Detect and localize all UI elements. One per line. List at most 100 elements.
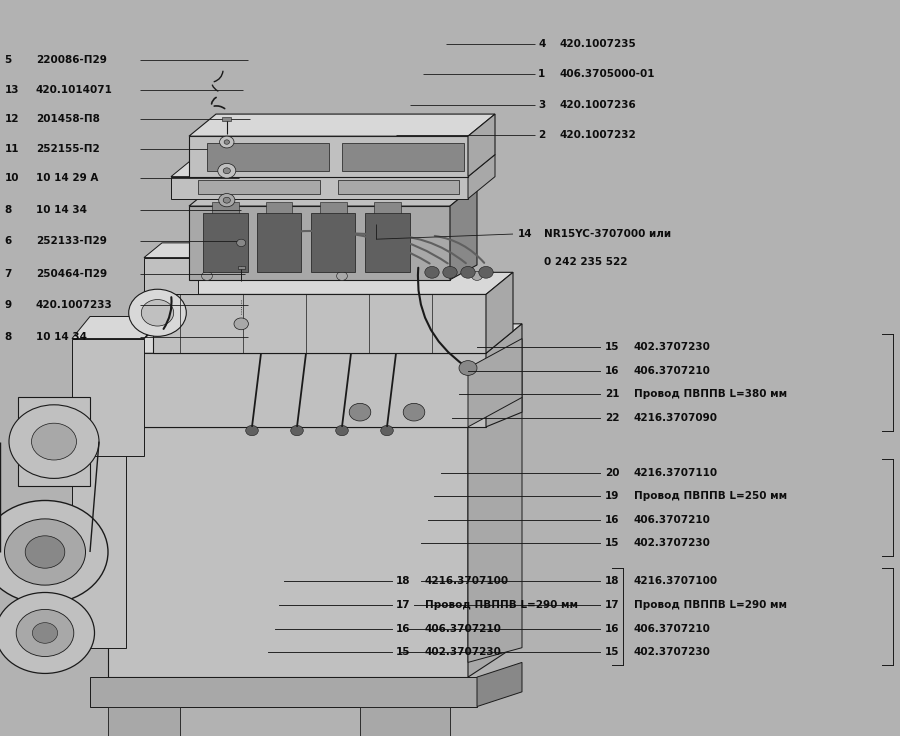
- Text: 22: 22: [605, 413, 619, 423]
- Polygon shape: [486, 324, 522, 427]
- Text: 16: 16: [605, 514, 619, 525]
- Text: 4216.3707110: 4216.3707110: [634, 467, 717, 478]
- Text: 6: 6: [4, 236, 12, 247]
- Polygon shape: [144, 243, 216, 258]
- Circle shape: [425, 266, 439, 278]
- Text: 15: 15: [605, 342, 619, 353]
- Circle shape: [234, 318, 248, 330]
- Text: 250464-П29: 250464-П29: [36, 269, 107, 279]
- Text: 402.3707230: 402.3707230: [634, 647, 710, 657]
- Polygon shape: [468, 339, 522, 427]
- Polygon shape: [153, 294, 486, 353]
- FancyBboxPatch shape: [266, 202, 292, 213]
- Circle shape: [224, 140, 230, 144]
- Polygon shape: [338, 180, 459, 194]
- Circle shape: [0, 500, 108, 604]
- FancyBboxPatch shape: [222, 117, 231, 121]
- Circle shape: [129, 289, 186, 336]
- Text: 9: 9: [4, 300, 12, 311]
- Circle shape: [381, 425, 393, 436]
- Text: 406.3707210: 406.3707210: [634, 366, 710, 376]
- Text: 10: 10: [4, 173, 19, 183]
- Polygon shape: [468, 114, 495, 177]
- Circle shape: [4, 519, 86, 585]
- Text: Провод ПВППВ L=380 мм: Провод ПВППВ L=380 мм: [634, 389, 787, 400]
- Polygon shape: [364, 213, 410, 272]
- Polygon shape: [72, 427, 126, 648]
- Text: 20: 20: [605, 467, 619, 478]
- Text: 16: 16: [396, 623, 410, 634]
- Circle shape: [223, 168, 230, 174]
- Text: 1: 1: [538, 68, 545, 79]
- Text: 420.1007235: 420.1007235: [560, 39, 636, 49]
- Circle shape: [223, 197, 230, 203]
- Circle shape: [141, 300, 174, 326]
- Circle shape: [32, 423, 76, 460]
- FancyBboxPatch shape: [320, 202, 346, 213]
- Polygon shape: [477, 662, 522, 707]
- Polygon shape: [108, 383, 513, 427]
- Polygon shape: [126, 353, 486, 427]
- Text: 402.3707230: 402.3707230: [425, 647, 501, 657]
- Circle shape: [472, 272, 482, 280]
- Text: Провод ПВППВ L=290 мм: Провод ПВППВ L=290 мм: [634, 600, 787, 610]
- Text: 5: 5: [4, 55, 12, 66]
- Polygon shape: [108, 707, 180, 736]
- Circle shape: [479, 266, 493, 278]
- Text: 420.1007236: 420.1007236: [560, 99, 636, 110]
- Polygon shape: [310, 213, 356, 272]
- Circle shape: [461, 266, 475, 278]
- Text: 3: 3: [538, 99, 545, 110]
- Polygon shape: [342, 143, 464, 171]
- Text: 11: 11: [4, 144, 19, 154]
- Text: 4216.3707100: 4216.3707100: [634, 576, 717, 587]
- Text: 402.3707230: 402.3707230: [634, 342, 710, 353]
- Circle shape: [0, 592, 94, 673]
- Text: 4: 4: [538, 39, 545, 49]
- Text: 16: 16: [605, 366, 619, 376]
- Text: 15: 15: [605, 647, 619, 657]
- Text: 8: 8: [4, 205, 12, 215]
- Text: 4216.3707100: 4216.3707100: [425, 576, 508, 587]
- Text: 15: 15: [396, 647, 410, 657]
- Circle shape: [403, 403, 425, 421]
- Polygon shape: [72, 339, 144, 456]
- Circle shape: [443, 266, 457, 278]
- Polygon shape: [189, 184, 477, 206]
- Polygon shape: [144, 258, 198, 294]
- Text: 252155-П2: 252155-П2: [36, 144, 100, 154]
- Text: 7: 7: [4, 269, 12, 279]
- Text: 10 14 34: 10 14 34: [36, 332, 87, 342]
- Text: 12: 12: [4, 114, 19, 124]
- Polygon shape: [18, 397, 90, 486]
- Polygon shape: [72, 397, 153, 427]
- Circle shape: [246, 425, 258, 436]
- Circle shape: [218, 163, 236, 178]
- Polygon shape: [360, 707, 450, 736]
- Text: 201458-П8: 201458-П8: [36, 114, 100, 124]
- Circle shape: [349, 403, 371, 421]
- Polygon shape: [189, 136, 468, 177]
- Text: 406.3707210: 406.3707210: [425, 623, 501, 634]
- Text: 21: 21: [605, 389, 619, 400]
- Text: NR15YC-3707000 или: NR15YC-3707000 или: [544, 229, 671, 239]
- Text: 420.1014071: 420.1014071: [36, 85, 112, 95]
- Text: 19: 19: [605, 491, 619, 501]
- Polygon shape: [468, 383, 513, 677]
- Polygon shape: [256, 213, 302, 272]
- Circle shape: [219, 194, 235, 207]
- Text: 10 14 34: 10 14 34: [36, 205, 87, 215]
- Text: 220086-П29: 220086-П29: [36, 55, 107, 66]
- Polygon shape: [468, 155, 495, 199]
- Text: 402.3707230: 402.3707230: [634, 538, 710, 548]
- Text: 2: 2: [538, 130, 545, 141]
- Polygon shape: [486, 272, 513, 353]
- Text: Провод ПВППВ L=290 мм: Провод ПВППВ L=290 мм: [425, 600, 578, 610]
- Circle shape: [337, 272, 347, 280]
- Circle shape: [202, 272, 212, 280]
- Polygon shape: [90, 677, 477, 707]
- Text: 14: 14: [518, 229, 532, 239]
- Polygon shape: [189, 206, 450, 280]
- Polygon shape: [171, 155, 495, 177]
- Circle shape: [9, 405, 99, 478]
